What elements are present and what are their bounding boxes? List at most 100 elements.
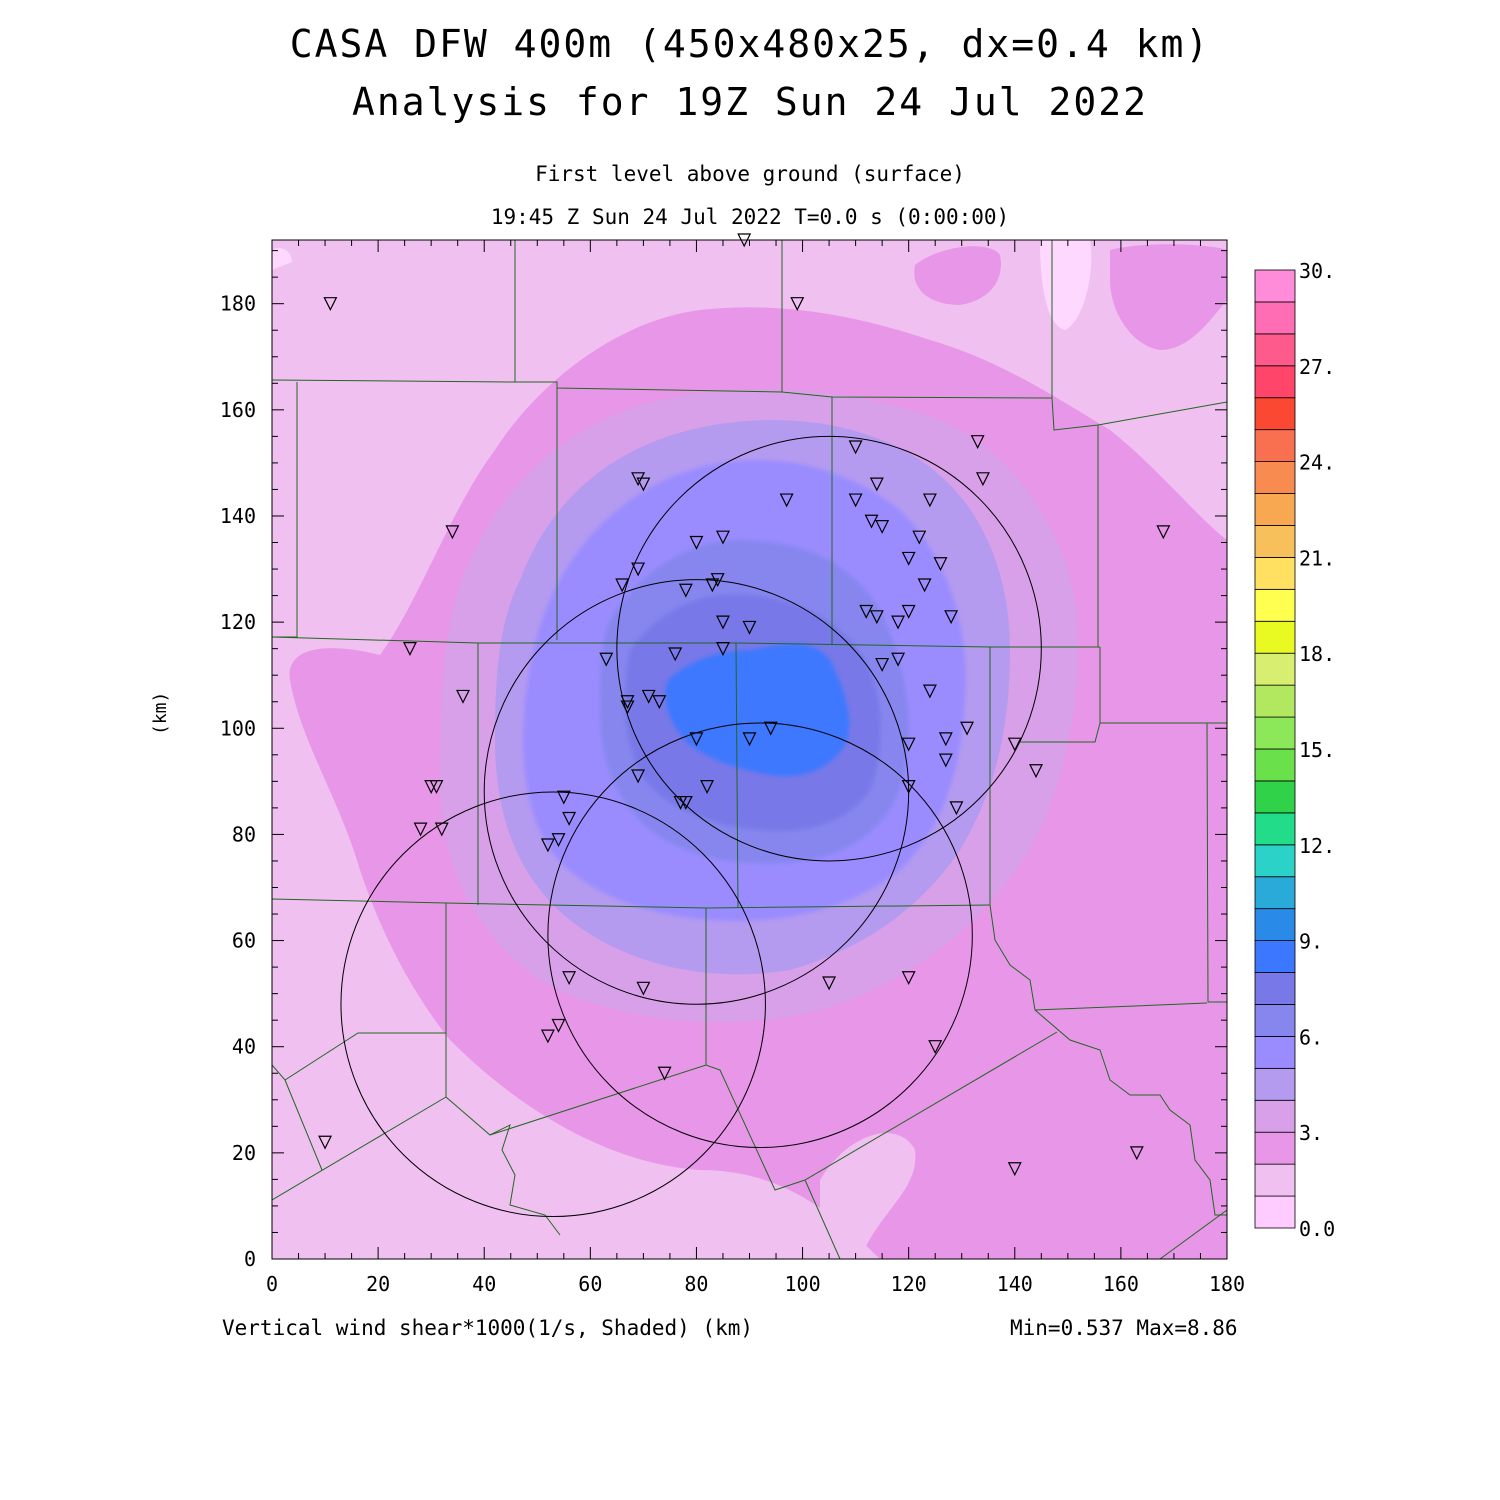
colorbar-swatch (1254, 493, 1296, 526)
colorbar-swatch (1254, 972, 1296, 1005)
station-marker (445, 525, 460, 540)
y-tick-label: 60 (232, 929, 256, 953)
station-marker (540, 838, 555, 853)
colorbar-swatch (1254, 333, 1296, 367)
station-marker (938, 732, 953, 747)
station-marker (1029, 764, 1043, 779)
minmax-label: Min=0.537 Max=8.86 (1010, 1316, 1238, 1340)
chart-subtitle: Analysis for 19Z Sun 24 Jul 2022 (351, 80, 1149, 124)
colorbar-label: 9. (1299, 930, 1323, 954)
station-marker (869, 610, 884, 625)
x-tick-label: 140 (997, 1272, 1033, 1296)
station-marker (636, 981, 651, 996)
station-marker (970, 435, 985, 450)
station-marker (779, 493, 794, 508)
station-marker (859, 604, 874, 619)
station-marker (716, 530, 730, 545)
station-marker (562, 971, 577, 986)
station-marker (562, 811, 577, 826)
colorbar-swatch (1254, 684, 1296, 718)
colorbar (1254, 269, 1296, 1229)
x-tick-label: 0 (266, 1272, 278, 1296)
colorbar-labels: 30. 27. 24. 21. 18. 15. 12. 9. 6. 3. 0.0 (1299, 259, 1335, 1241)
x-tick-label: 40 (472, 1272, 496, 1296)
colorbar-swatch (1254, 365, 1296, 399)
y-tick-label: 120 (220, 610, 256, 634)
y-tick-label: 100 (220, 716, 256, 740)
station-marker (456, 689, 470, 704)
colorbar-swatch (1254, 1036, 1296, 1069)
colorbar-label: 21. (1299, 546, 1335, 570)
colorbar-swatch (1254, 525, 1296, 558)
station-marker (716, 642, 730, 657)
colorbar-swatch (1254, 812, 1296, 846)
station-marker (556, 790, 571, 805)
station-marker (742, 620, 757, 635)
radar-range-ring (616, 435, 1042, 862)
x-tick-label: 100 (784, 1272, 820, 1296)
colorbar-swatch (1254, 429, 1296, 462)
station-marker (668, 647, 683, 662)
colorbar-label: 24. (1299, 451, 1335, 475)
colorbar-swatch (1254, 1195, 1296, 1229)
colorbar-label: 15. (1299, 738, 1335, 762)
y-tick-label: 80 (232, 822, 256, 846)
level-label: First level above ground (surface) (535, 162, 965, 186)
colorbar-swatch (1254, 269, 1296, 303)
colorbar-label: 30. (1299, 259, 1335, 283)
station-marker (944, 610, 959, 625)
station-marker (1156, 525, 1171, 540)
station-marker (891, 615, 906, 630)
y-tick-label: 180 (220, 292, 256, 316)
x-tick-label: 60 (578, 1272, 602, 1296)
station-marker (928, 1040, 943, 1055)
colorbar-swatch (1254, 1163, 1296, 1197)
colorbar-swatch (1254, 557, 1296, 590)
colorbar-swatch (1254, 652, 1296, 686)
station-marker (742, 732, 757, 747)
station-marker (710, 573, 725, 588)
station-marker (678, 583, 693, 598)
colorbar-swatch (1254, 780, 1296, 814)
colorbar-swatch (1254, 876, 1296, 910)
x-tick-label: 80 (684, 1272, 708, 1296)
x-tick-label: 20 (366, 1272, 390, 1296)
station-marker (551, 1018, 566, 1033)
station-marker (938, 753, 953, 768)
station-marker (716, 615, 730, 630)
station-marker (429, 780, 444, 794)
station-marker (402, 642, 417, 657)
station-marker (975, 472, 990, 487)
station-marker (636, 477, 651, 492)
station-marker (413, 822, 428, 837)
station-marker (922, 493, 937, 508)
colorbar-swatch (1254, 1067, 1296, 1101)
station-marker (790, 297, 805, 312)
field-label: Vertical wind shear*1000(1/s, Shaded) (k… (222, 1316, 754, 1340)
station-marker (901, 780, 916, 794)
station-marker (705, 578, 720, 593)
station-marker (1007, 1162, 1022, 1177)
station-marker (631, 769, 646, 784)
axis-tick-labels: 0 20 40 60 80 100 120 140 160 180 0 20 40 60 80 100 120 1… (220, 292, 1245, 1296)
station-marker (620, 695, 635, 710)
station-marker (869, 477, 884, 492)
station-marker (875, 519, 890, 534)
station-marker (540, 1029, 555, 1044)
station-marker (700, 780, 715, 794)
station-marker (434, 822, 449, 837)
station-marker (901, 737, 916, 752)
station-marker (901, 971, 916, 986)
radar-range-rings (340, 435, 1042, 1218)
axis-ticks (271, 240, 1228, 1260)
station-marker (933, 557, 948, 572)
station-marker (848, 493, 863, 508)
station-marker (323, 297, 338, 312)
station-marker (641, 689, 656, 704)
station-marker (1007, 737, 1022, 752)
x-tick-label: 160 (1103, 1272, 1139, 1296)
station-marker (551, 833, 566, 848)
station-marker (652, 695, 667, 710)
station-marker (875, 657, 890, 672)
